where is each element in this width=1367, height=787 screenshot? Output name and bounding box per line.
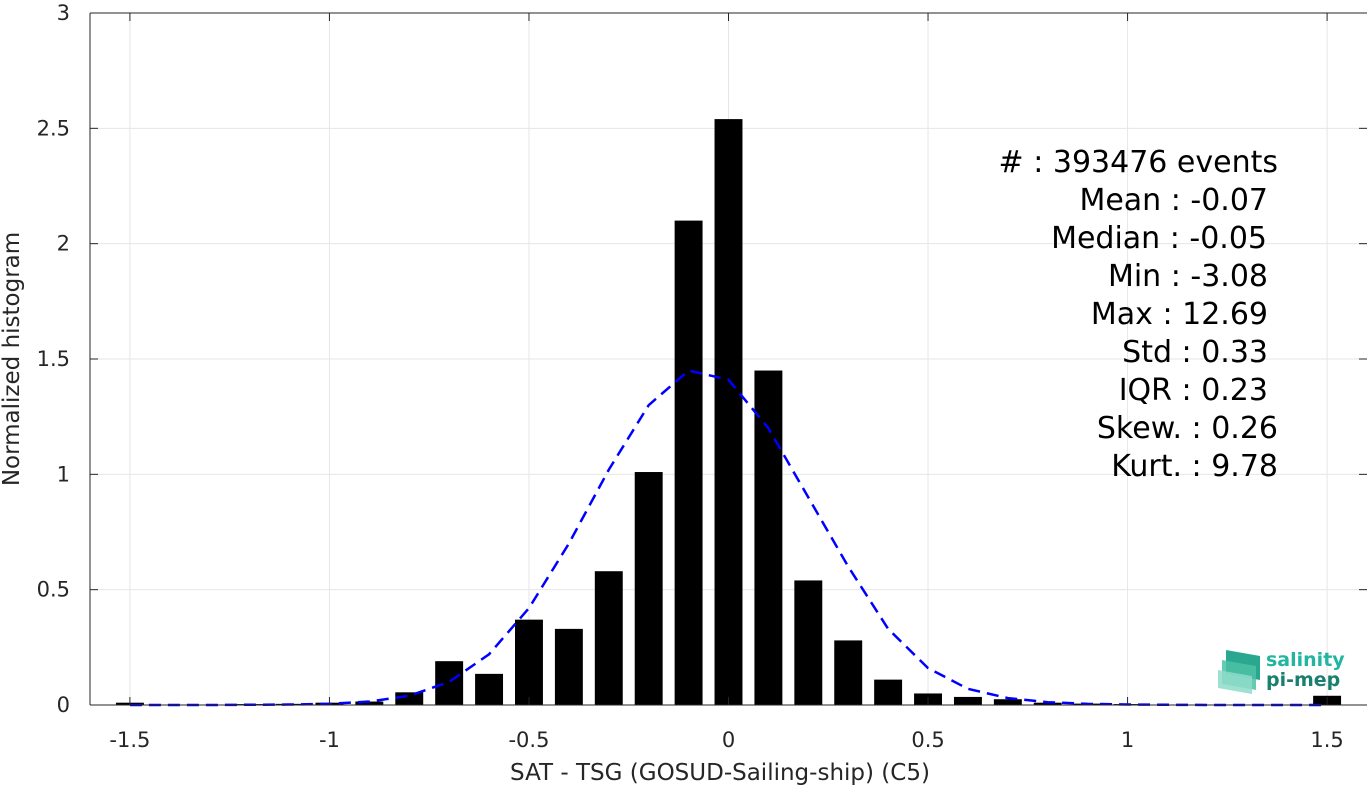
x-tick-label: -1.5: [109, 728, 150, 752]
x-axis-label: SAT - TSG (GOSUD-Sailing-ship) (C5): [510, 760, 930, 786]
histogram-bar: [754, 370, 783, 705]
histogram-bar: [714, 119, 743, 705]
histogram-bars: [115, 119, 1342, 705]
histogram-bar: [634, 472, 663, 705]
y-tick-label: 1: [57, 462, 70, 486]
stat-line: Skew. : 0.26: [1097, 411, 1278, 446]
y-tick-label: 2.5: [37, 116, 70, 140]
logo-line-2: pi-mep: [1266, 669, 1340, 691]
histogram-bar: [475, 673, 504, 705]
logo-line-1: salinity: [1266, 649, 1345, 671]
histogram-bar: [794, 580, 823, 705]
stat-line: Max : 12.69: [1091, 297, 1268, 332]
histogram-bar: [435, 661, 464, 705]
x-tick-label: -1: [319, 728, 340, 752]
x-tick-label: -0.5: [508, 728, 549, 752]
stat-line: Kurt. : 9.78: [1111, 449, 1278, 484]
stat-line: Min : -3.08: [1108, 259, 1268, 294]
histogram-bar: [1033, 702, 1062, 705]
y-ticks: 0 0.5 1 1.5 2 2.5 3: [37, 1, 1367, 717]
x-ticks: -1.5 -1 -0.5 0 0.5 1 1.5: [109, 13, 1344, 752]
x-tick-label: 0: [722, 728, 735, 752]
histogram-bar: [674, 220, 703, 705]
stat-line: Std : 0.33: [1122, 335, 1268, 370]
stat-line: Mean : -0.07: [1079, 183, 1268, 218]
y-axis-label: Normalized histogram: [0, 232, 25, 486]
x-tick-label: 1.5: [1310, 728, 1343, 752]
x-tick-label: 1: [1121, 728, 1134, 752]
y-tick-label: 1.5: [37, 347, 70, 371]
y-tick-label: 2: [57, 232, 70, 256]
histogram-bar: [834, 640, 863, 705]
histogram-bar: [515, 619, 543, 705]
stat-line: Median : -0.05: [1051, 221, 1267, 256]
y-tick-label: 0.5: [37, 578, 70, 602]
stat-line: # : 393476 events: [999, 145, 1278, 180]
y-tick-label: 3: [57, 1, 70, 25]
histogram-bar: [355, 701, 384, 705]
x-tick-label: 0.5: [911, 728, 944, 752]
y-tick-label: 0: [57, 693, 70, 717]
stat-line: IQR : 0.23: [1119, 373, 1268, 408]
logo: salinity pi-mep: [1218, 649, 1345, 694]
histogram-bar: [993, 699, 1022, 705]
histogram-bar: [554, 628, 583, 705]
histogram-bar: [395, 692, 424, 705]
histogram-bar: [874, 679, 903, 705]
histogram-bar: [594, 571, 623, 705]
histogram-bar: [953, 696, 982, 705]
wave-logo-icon: [1218, 650, 1260, 694]
